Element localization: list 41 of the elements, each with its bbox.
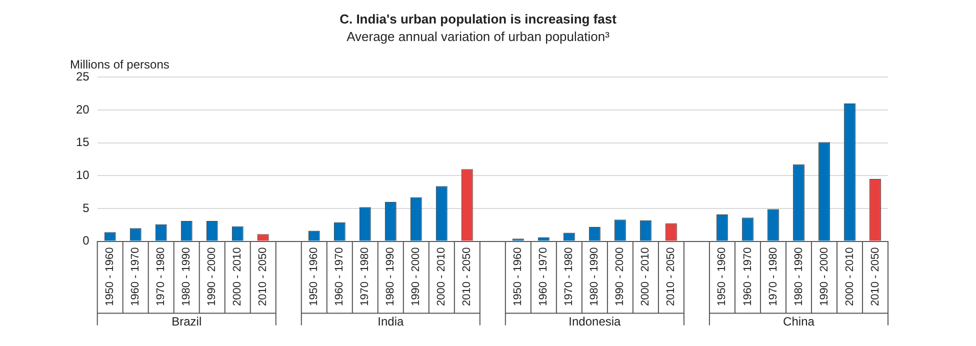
x-tick-label: 2000 - 2010 [436, 247, 448, 306]
x-tick-label: 2000 - 2010 [844, 247, 856, 306]
x-tick-label: 1990 - 2000 [614, 247, 626, 306]
text: Indonesia [568, 314, 622, 329]
x-tick-label: 1970 - 1980 [767, 247, 780, 306]
y-tick-label: 10 [76, 168, 90, 182]
x-tick-label: 2000 - 2010 [640, 247, 652, 306]
x-tick-label: 1970 - 1980 [155, 247, 168, 306]
x-tick-label: 1960 - 1970 [334, 247, 346, 306]
y-tick-label: 15 [76, 135, 90, 150]
x-tick-label: 1990 - 2000 [410, 247, 422, 306]
y-tick-label: 20 [76, 102, 90, 116]
x-tick-label: 1950 - 1960 [308, 247, 320, 306]
x-tick-label: 1950 - 1960 [512, 247, 524, 306]
y-axis-title: Millions of persons [70, 58, 170, 72]
x-tick-label: 1950 - 1960 [104, 247, 116, 306]
x-tick-label: 2010 - 2050 [461, 247, 474, 306]
text: India [378, 314, 404, 329]
x-tick-label: 1960 - 1970 [130, 247, 142, 306]
x-tick-label: 2000 - 2010 [232, 247, 244, 306]
x-tick-label: 1980 - 1990 [588, 247, 601, 306]
x-tick-label: 1980 - 1990 [384, 247, 397, 306]
x-tick-label: 2010 - 2050 [665, 247, 678, 306]
x-tick-label: 2010 - 2050 [257, 247, 270, 306]
x-tick-label: 1970 - 1980 [359, 247, 372, 306]
chart-title: C. India's urban population is increasing fast [340, 11, 618, 26]
x-tick-label: 1950 - 1960 [716, 247, 728, 306]
x-tick-label: 1970 - 1980 [563, 247, 576, 306]
x-tick-label: 1980 - 1990 [180, 247, 193, 306]
x-tick-label: 1960 - 1970 [742, 247, 754, 306]
text: China [783, 314, 815, 329]
x-tick-label: 1980 - 1990 [792, 247, 805, 306]
x-tick-label: 1990 - 2000 [818, 247, 830, 306]
x-tick-label: 1960 - 1970 [538, 247, 550, 306]
x-tick-label: 2010 - 2050 [869, 247, 882, 306]
y-tick-label: 25 [76, 70, 90, 84]
text: Brazil [172, 314, 202, 329]
chart-subtitle: Average annual variation of urban population³ [346, 28, 610, 44]
y-tick-label: 0 [82, 234, 90, 248]
x-tick-label: 1990 - 2000 [206, 247, 218, 306]
y-tick-label: 5 [82, 200, 90, 215]
